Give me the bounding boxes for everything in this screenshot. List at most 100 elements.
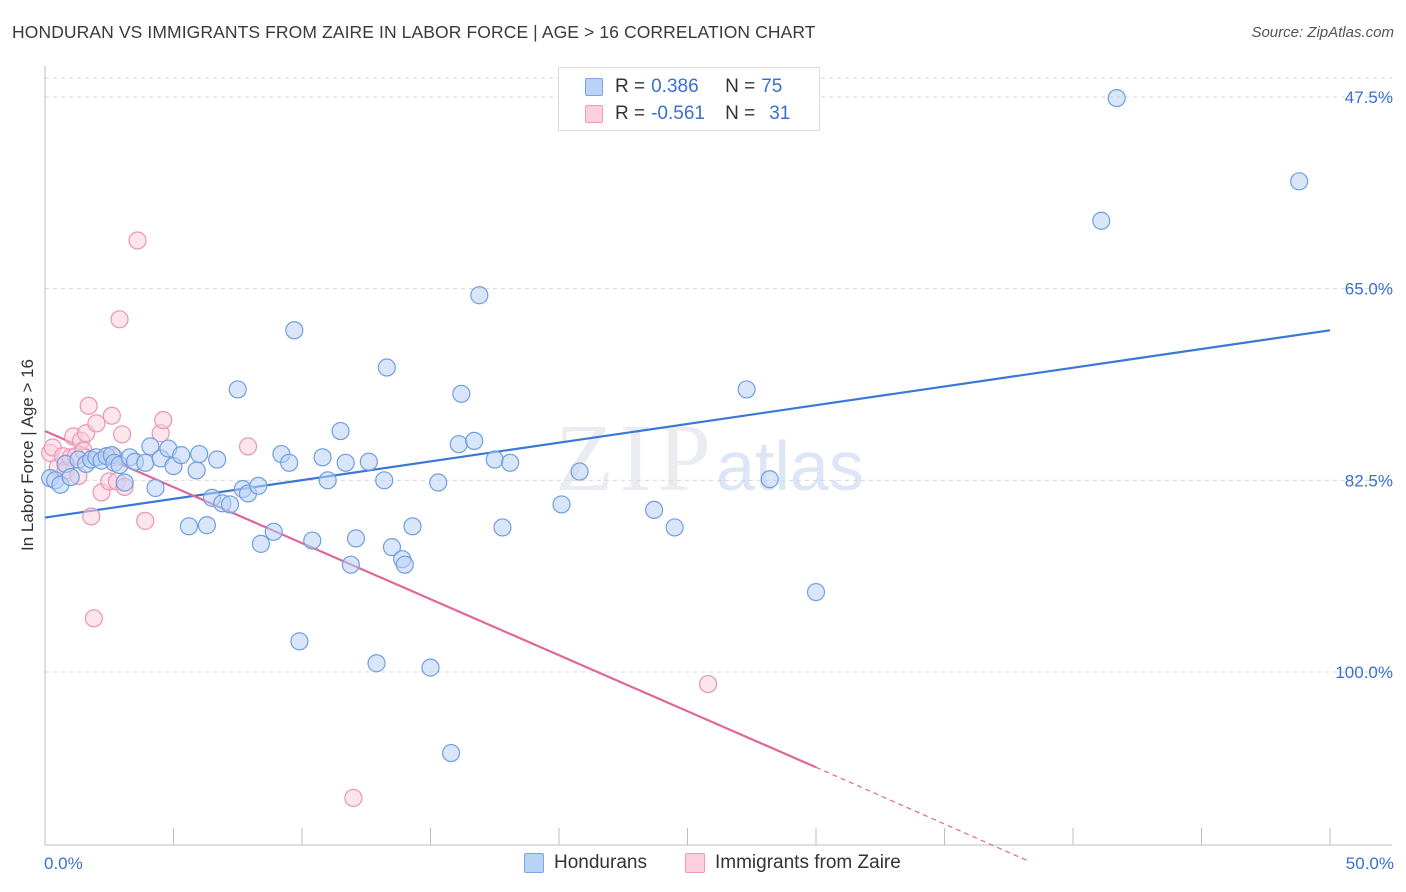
zaire-point xyxy=(82,507,101,526)
honduran-point xyxy=(318,471,337,490)
zaire-point xyxy=(128,231,147,250)
honduran-point xyxy=(465,431,484,451)
honduran-point xyxy=(190,444,209,464)
legend-swatch-blue xyxy=(524,853,544,873)
honduran-point xyxy=(115,473,134,492)
honduran-point xyxy=(359,452,378,471)
zaire-point xyxy=(79,396,98,415)
honduran-point xyxy=(644,500,664,520)
honduran-point xyxy=(421,658,440,677)
zaire-points xyxy=(41,231,718,808)
legend-swatch-blue xyxy=(585,78,603,96)
honduran-points xyxy=(41,88,1309,763)
zaire-point xyxy=(84,609,103,628)
honduran-point xyxy=(382,538,402,557)
watermark-atlas: atlas xyxy=(716,427,864,505)
honduran-point xyxy=(197,516,217,535)
legend-item-zaire[interactable]: Immigrants from Zaire xyxy=(685,852,901,874)
honduran-point xyxy=(179,517,199,536)
honduran-point xyxy=(285,321,304,340)
legend-swatch-pink xyxy=(585,105,603,123)
honduran-point xyxy=(501,453,520,472)
honduran-point xyxy=(441,743,461,763)
honduran-point xyxy=(141,437,160,456)
honduran-point xyxy=(61,467,80,487)
honduran-point xyxy=(1107,88,1126,108)
zaire-point xyxy=(344,788,363,808)
honduran-point xyxy=(395,555,414,574)
honduran-point xyxy=(249,476,268,495)
honduran-point xyxy=(228,380,247,399)
x-tick-max: 50.0% xyxy=(1345,854,1394,873)
zaire-point xyxy=(698,674,718,694)
legend-item-hondurans[interactable]: Hondurans xyxy=(524,852,647,874)
honduran-point xyxy=(375,471,394,490)
honduran-point xyxy=(452,384,471,403)
legend-n-value: 75 xyxy=(761,76,783,97)
y-tick-label: 82.5% xyxy=(1345,471,1393,490)
series-legend: Hondurans Immigrants from Zaire xyxy=(0,852,1406,878)
y-tick-label: 65.0% xyxy=(1345,280,1393,299)
y-axis-label: In Labor Force | Age > 16 xyxy=(18,358,37,552)
zaire-point xyxy=(112,425,132,444)
legend-n-label: N = xyxy=(725,103,756,124)
honduran-point xyxy=(403,517,422,536)
chart-title: HONDURAN VS IMMIGRANTS FROM ZAIRE IN LAB… xyxy=(12,22,816,42)
zaire-point xyxy=(110,310,129,329)
honduran-point xyxy=(806,582,826,602)
honduran-point xyxy=(1092,211,1111,230)
legend-r-value: 0.386 xyxy=(651,76,699,97)
legend-n-value: 31 xyxy=(769,103,791,124)
legend-swatch-pink xyxy=(685,853,705,873)
trend-line-zaire-extension xyxy=(815,766,1030,863)
honduran-point xyxy=(290,632,309,651)
x-tick-min: 0.0% xyxy=(44,854,83,873)
honduran-point xyxy=(377,358,396,377)
y-tick-labels: 100.0% 82.5% 65.0% 47.5% xyxy=(1335,88,1393,682)
zaire-point xyxy=(102,406,121,425)
honduran-point xyxy=(470,286,489,305)
honduran-point xyxy=(172,446,191,465)
honduran-point xyxy=(493,518,512,537)
honduran-point xyxy=(449,435,468,454)
honduran-point xyxy=(251,534,270,553)
honduran-point xyxy=(552,495,571,514)
legend-label-zaire: Immigrants from Zaire xyxy=(715,852,901,873)
honduran-point xyxy=(303,531,322,550)
watermark: ZIP atlas xyxy=(555,404,864,511)
honduran-point xyxy=(220,495,240,514)
honduran-point xyxy=(208,450,227,469)
legend-r-value: -0.561 xyxy=(651,103,705,124)
honduran-point xyxy=(280,453,299,472)
honduran-point xyxy=(341,555,360,574)
legend-n-label: N = xyxy=(725,76,756,97)
zaire-point xyxy=(154,410,173,430)
legend-r-label: R = xyxy=(615,76,646,97)
honduran-point xyxy=(313,448,332,467)
honduran-point xyxy=(665,518,684,537)
honduran-point xyxy=(570,462,589,481)
legend-row-zaire: R = -0.561 N = 31 xyxy=(585,102,790,126)
y-tick-label: 100.0% xyxy=(1335,663,1393,682)
zaire-point xyxy=(136,511,155,530)
zaire-point xyxy=(238,437,258,456)
honduran-point xyxy=(187,461,206,480)
trend-line-zaire xyxy=(44,430,817,769)
legend-row-hondurans: R = 0.386 N = 75 xyxy=(585,75,782,99)
watermark-zip: ZIP xyxy=(555,404,717,511)
honduran-point xyxy=(136,453,155,472)
honduran-point xyxy=(367,654,386,673)
source-label: Source: ZipAtlas.com xyxy=(1251,24,1394,41)
honduran-point xyxy=(737,380,756,399)
legend-label-hondurans: Hondurans xyxy=(554,852,647,873)
gridlines xyxy=(45,77,1392,673)
honduran-point xyxy=(1290,172,1309,191)
honduran-point xyxy=(336,453,355,472)
correlation-legend: R = 0.386 N = 75 R = -0.561 N = 31 xyxy=(558,67,820,131)
honduran-point xyxy=(264,522,283,541)
honduran-point xyxy=(146,478,165,498)
y-tick-label: 47.5% xyxy=(1345,88,1393,107)
legend-r-label: R = xyxy=(615,103,646,124)
honduran-point xyxy=(429,473,448,492)
